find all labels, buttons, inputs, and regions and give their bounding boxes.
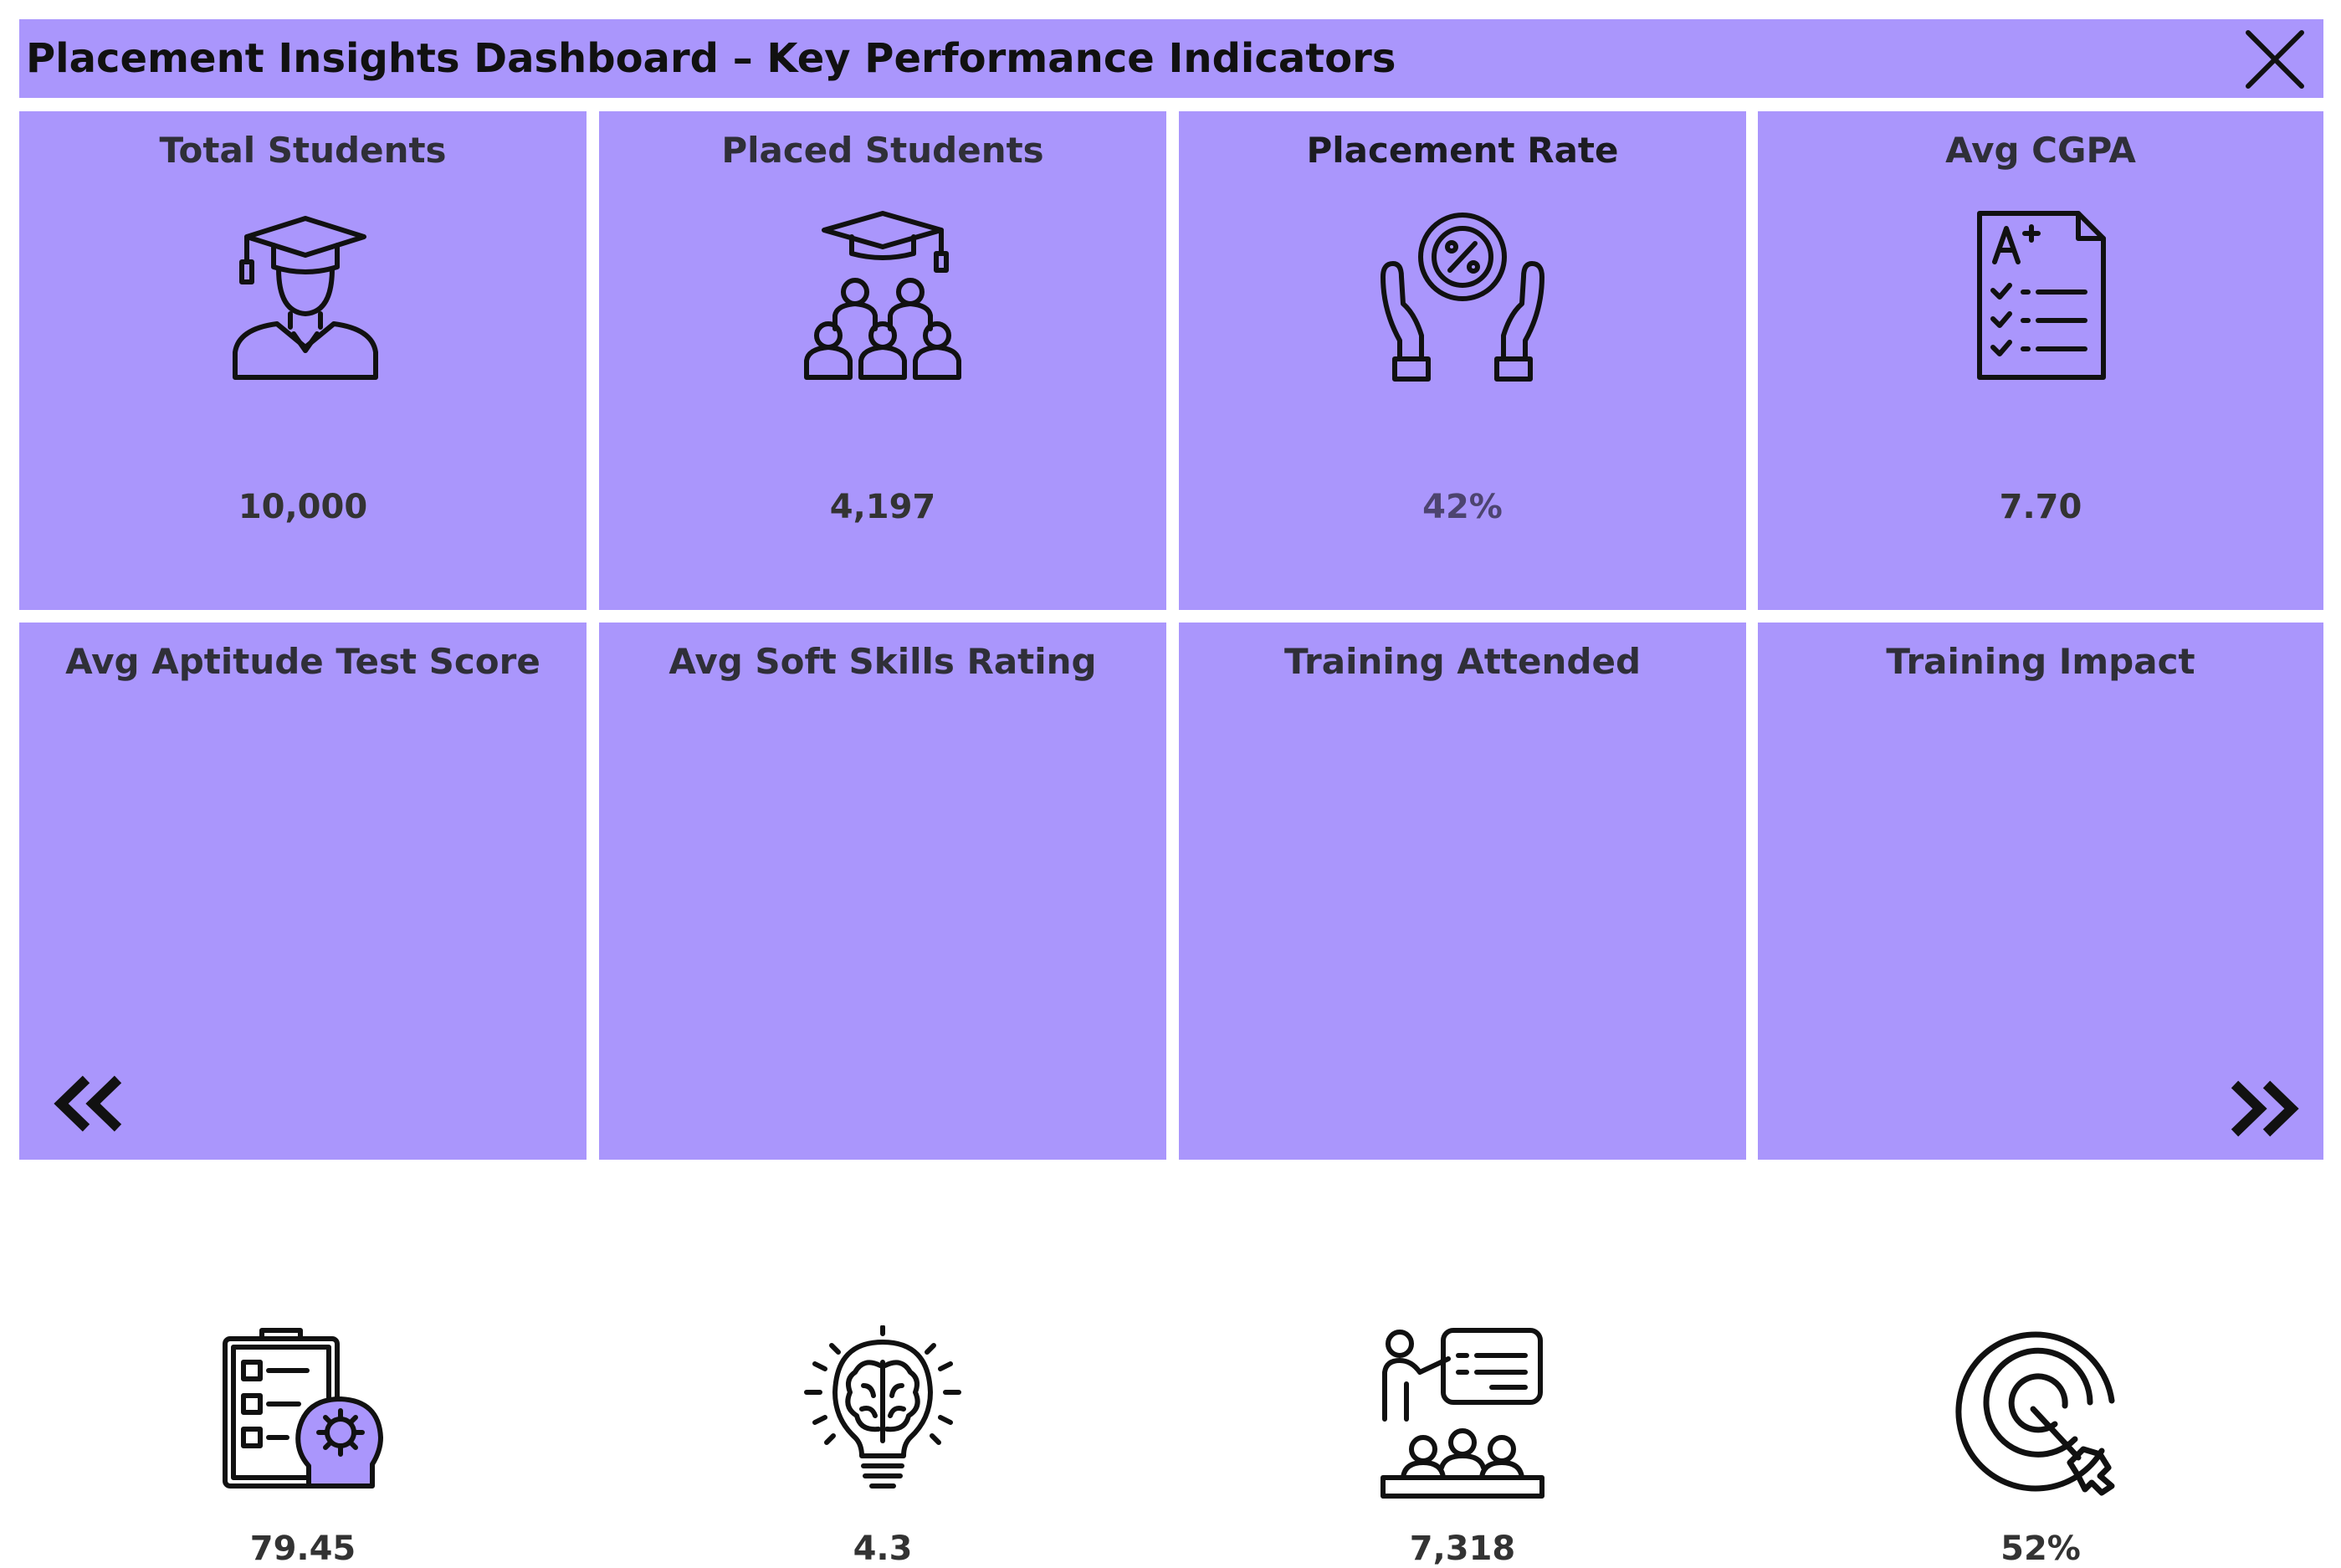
brain-bulb-icon [795, 1325, 971, 1501]
kpi-value: 7.70 [1999, 488, 2082, 526]
hands-percent-icon [1375, 210, 1550, 386]
kpi-title: Avg Aptitude Test Score [65, 641, 540, 682]
training-presentation-icon [1375, 1325, 1550, 1501]
kpi-title: Total Students [159, 130, 447, 171]
kpi-card-placement-rate[interactable]: Placement Rate 42% [1179, 111, 1746, 610]
group-graduates-icon [795, 210, 971, 386]
kpi-title: Avg Soft Skills Rating [668, 641, 1097, 682]
grade-document-icon [1953, 210, 2128, 386]
kpi-card-training-impact[interactable]: Training Impact 52% [1758, 623, 2323, 1568]
clipboard-head-gear-icon [215, 1325, 391, 1501]
graduate-student-icon [215, 210, 391, 386]
double-chevron-right-icon [2231, 1080, 2299, 1137]
kpi-title: Training Attended [1283, 641, 1642, 682]
kpi-card-training-attended[interactable]: Training Attended 7,318 [1179, 623, 1746, 1568]
kpi-card-avg-aptitude[interactable]: Avg Aptitude Test Score 79.45 [19, 623, 587, 1568]
kpi-value: 42% [1422, 488, 1503, 526]
close-icon[interactable] [2243, 28, 2307, 91]
header-bar: Placement Insights Dashboard – Key Perfo… [19, 19, 2323, 98]
kpi-title: Avg CGPA [1945, 130, 2136, 171]
kpi-title: Training Impact [1886, 641, 2195, 682]
kpi-value: 7,318 [1409, 1530, 1516, 1568]
kpi-card-placed-students[interactable]: Placed Students 4,197 [599, 111, 1166, 610]
previous-page-button[interactable] [53, 1074, 128, 1133]
page-title: Placement Insights Dashboard – Key Perfo… [26, 35, 1396, 82]
kpi-value: 4.3 [853, 1530, 913, 1568]
double-chevron-left-icon [54, 1075, 122, 1132]
kpi-value: 10,000 [238, 488, 368, 526]
kpi-value: 52% [2000, 1530, 2081, 1568]
kpi-title: Placed Students [721, 130, 1044, 171]
kpi-value: 4,197 [829, 488, 936, 526]
target-icon [1953, 1325, 2128, 1501]
kpi-card-avg-soft-skills[interactable]: Avg Soft Skills Rating 4.3 [599, 623, 1166, 1568]
kpi-card-avg-cgpa[interactable]: Avg CGPA 7.70 [1758, 111, 2323, 610]
kpi-title: Placement Rate [1306, 130, 1619, 171]
kpi-card-total-students[interactable]: Total Students 10,000 [19, 111, 587, 610]
next-page-button[interactable] [2225, 1079, 2300, 1138]
kpi-value: 79.45 [249, 1530, 356, 1568]
